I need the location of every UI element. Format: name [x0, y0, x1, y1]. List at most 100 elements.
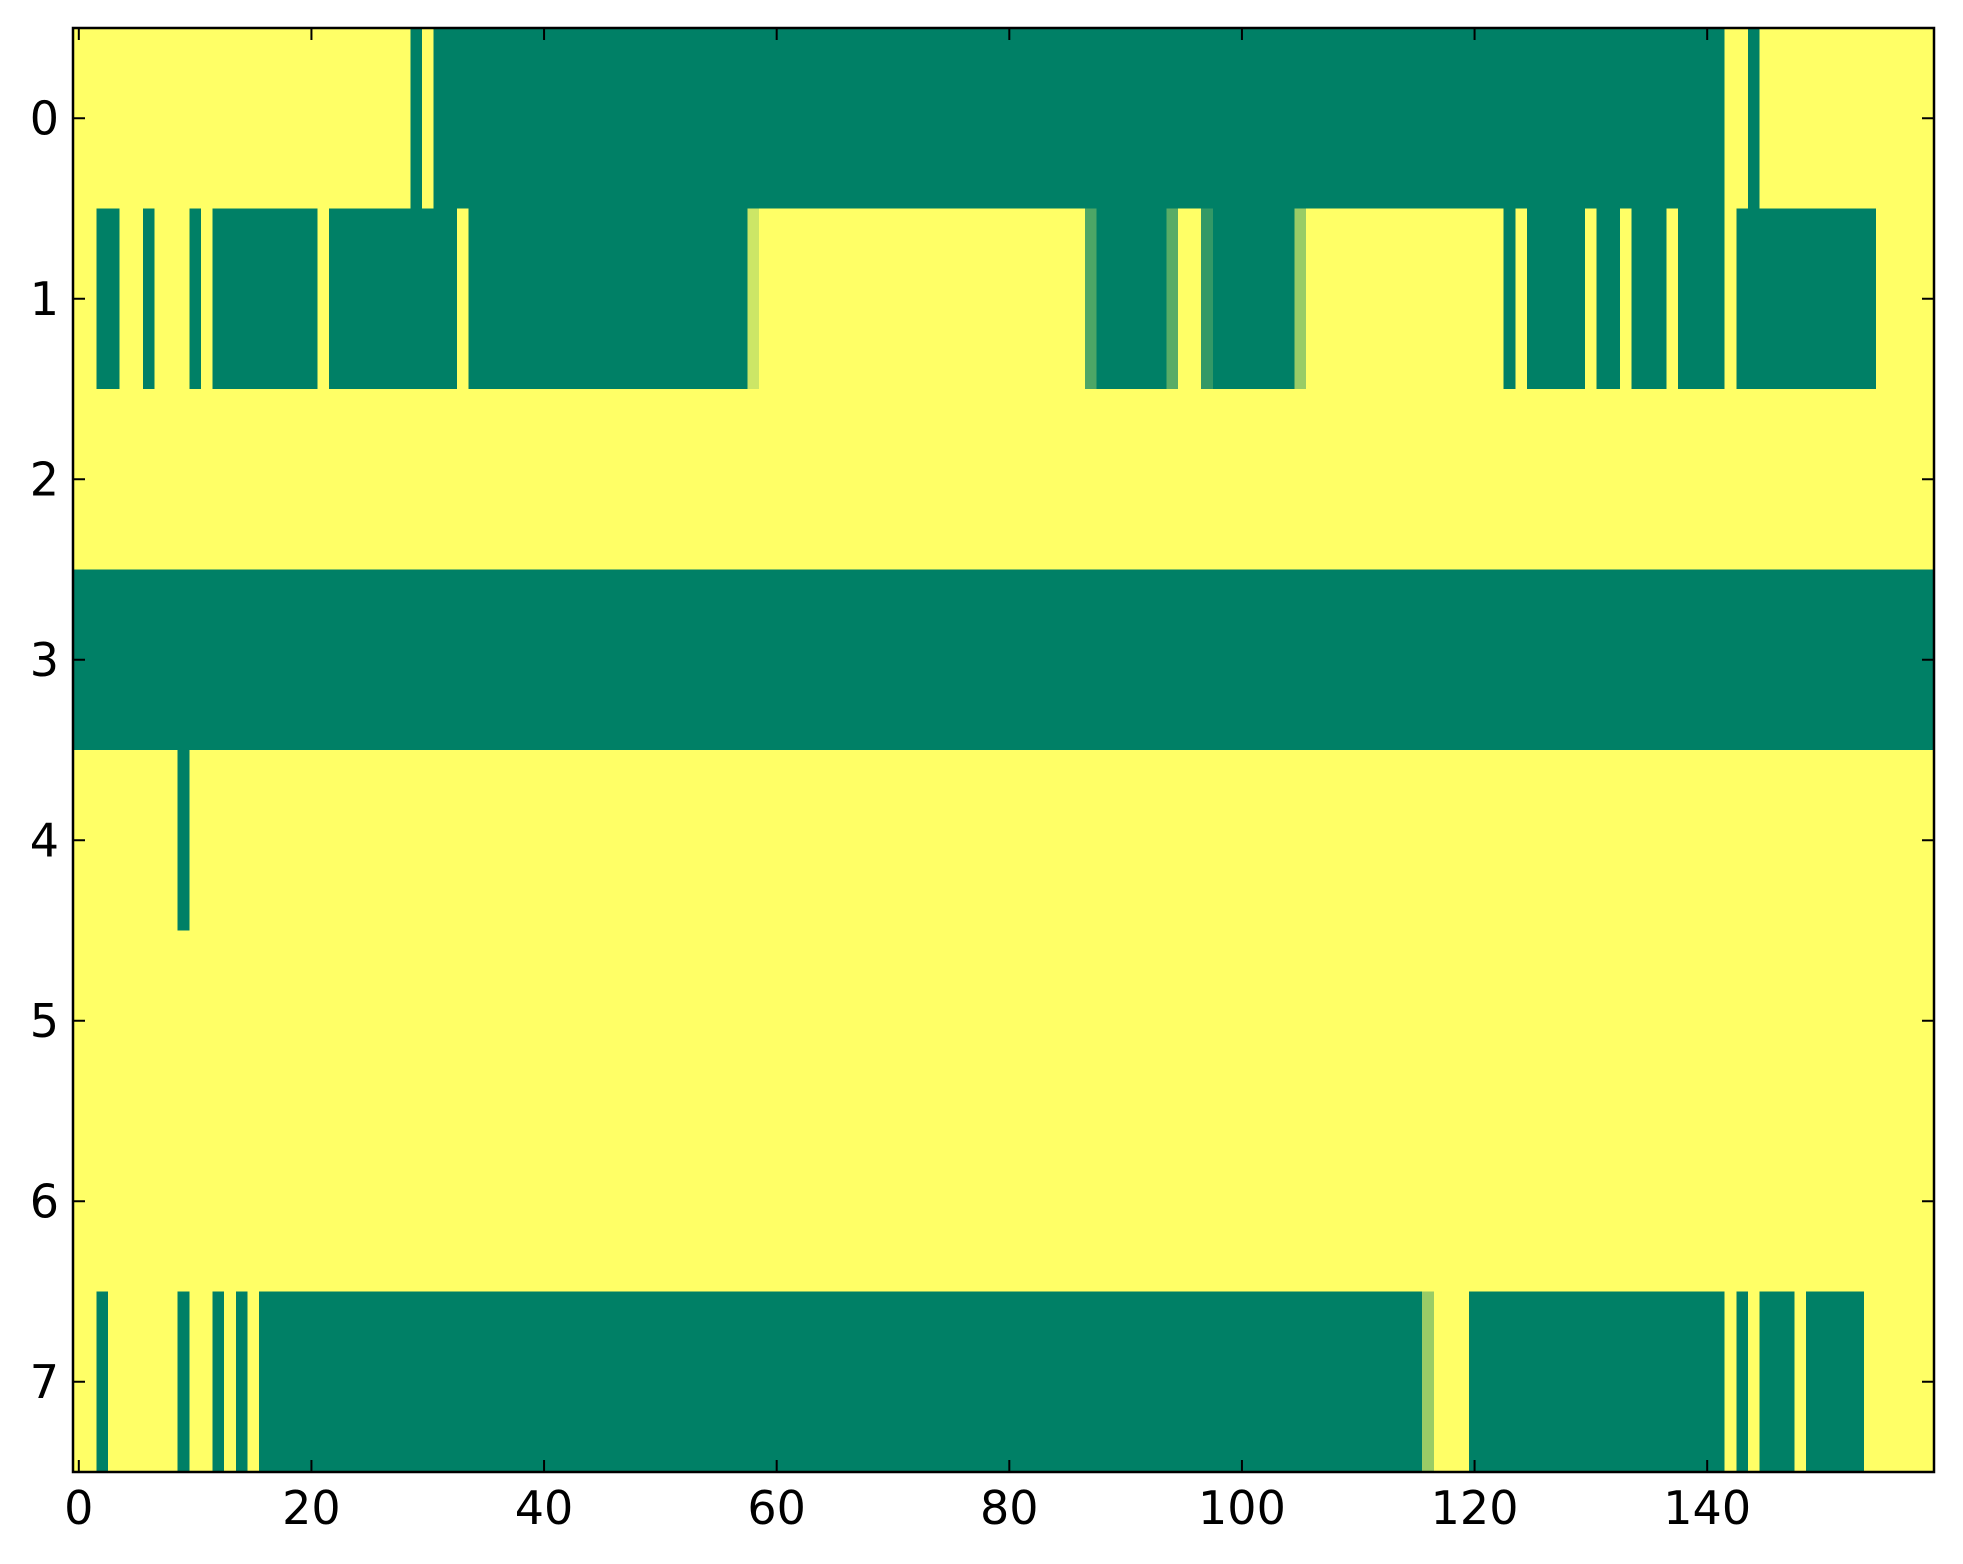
heatmap-cell: [1631, 750, 1644, 932]
heatmap-cell: [1806, 28, 1819, 210]
heatmap-cell: [200, 389, 214, 571]
heatmap-cell: [1259, 28, 1272, 210]
heatmap-cell: [1398, 208, 1412, 390]
heatmap-cell: [596, 28, 609, 210]
heatmap-cell: [1026, 930, 1039, 1112]
heatmap-cell: [1678, 389, 1691, 571]
heatmap-cell: [491, 1111, 504, 1293]
heatmap-cell: [1794, 1291, 1807, 1473]
heatmap-cell: [235, 1111, 249, 1293]
heatmap-cell: [561, 28, 574, 210]
heatmap-cell: [177, 208, 190, 390]
heatmap-cell: [1050, 1111, 1063, 1293]
heatmap-cell: [1271, 750, 1284, 932]
heatmap-cell: [293, 28, 307, 210]
y-tick-label: 3: [30, 633, 59, 687]
heatmap-cell: [1747, 930, 1761, 1112]
heatmap-cell: [224, 208, 237, 390]
heatmap-cell: [166, 930, 179, 1112]
heatmap-cell: [503, 1291, 516, 1473]
heatmap-cell: [166, 1291, 179, 1473]
heatmap-cell: [480, 569, 493, 751]
heatmap-cell: [1259, 1291, 1272, 1473]
heatmap-cell: [433, 569, 446, 751]
heatmap-cell: [666, 1291, 679, 1473]
heatmap-cell: [1317, 930, 1330, 1112]
heatmap-cell: [421, 930, 435, 1112]
heatmap-cell: [1236, 208, 1249, 390]
heatmap-cell: [1061, 569, 1074, 751]
heatmap-cell: [1003, 569, 1016, 751]
heatmap-cell: [1759, 389, 1772, 571]
heatmap-cell: [1026, 389, 1039, 571]
heatmap-cell: [1596, 930, 1609, 1112]
heatmap-cell: [456, 1111, 470, 1293]
heatmap-cell: [1573, 1111, 1586, 1293]
heatmap-cell: [1073, 930, 1086, 1112]
heatmap-cell: [1654, 389, 1668, 571]
heatmap-cell: [1119, 1111, 1133, 1293]
heatmap-cell: [1643, 208, 1656, 390]
heatmap-cell: [1201, 1291, 1214, 1473]
heatmap-cell: [933, 750, 946, 932]
heatmap-cell: [1573, 930, 1586, 1112]
heatmap-cell: [1503, 28, 1516, 210]
heatmap-cell: [770, 208, 784, 390]
heatmap-cell: [1782, 569, 1796, 751]
heatmap-cell: [1271, 1111, 1284, 1293]
heatmap-cell: [1398, 1291, 1412, 1473]
heatmap-cell: [1538, 1291, 1551, 1473]
heatmap-cell: [270, 569, 283, 751]
x-tick-label: 20: [282, 1481, 341, 1535]
heatmap-cell: [1061, 750, 1074, 932]
heatmap-cell: [410, 1291, 423, 1473]
heatmap-cell: [352, 930, 365, 1112]
heatmap-cell: [1654, 28, 1668, 210]
heatmap-cell: [177, 1111, 190, 1293]
heatmap-cell: [561, 208, 574, 390]
heatmap-cell: [1457, 1111, 1470, 1293]
heatmap-cell: [1724, 389, 1737, 571]
heatmap-cell: [1701, 28, 1714, 210]
heatmap-cell: [1829, 389, 1842, 571]
heatmap-cell: [863, 1111, 877, 1293]
heatmap-cell: [1073, 208, 1086, 390]
heatmap-cell: [1678, 28, 1691, 210]
heatmap-cell: [1398, 1111, 1412, 1293]
heatmap-cell: [759, 1291, 772, 1473]
heatmap-cell: [1003, 1291, 1016, 1473]
heatmap-cell: [1468, 1291, 1481, 1473]
heatmap-cell: [107, 208, 121, 390]
heatmap-cell: [759, 930, 772, 1112]
heatmap-cell: [701, 1291, 714, 1473]
heatmap-cell: [1840, 569, 1854, 751]
heatmap-cell: [956, 930, 970, 1112]
heatmap-cell: [1654, 208, 1668, 390]
heatmap-cell: [293, 930, 307, 1112]
heatmap-cell: [945, 930, 958, 1112]
heatmap-cell: [608, 569, 621, 751]
heatmap-cell: [1445, 208, 1458, 390]
heatmap-cell: [573, 28, 586, 210]
heatmap-cell: [84, 1111, 97, 1293]
heatmap-cell: [107, 930, 121, 1112]
heatmap-cell: [491, 208, 504, 390]
heatmap-cell: [840, 389, 853, 571]
heatmap-cell: [189, 208, 202, 390]
heatmap-cell: [247, 389, 260, 571]
heatmap-cell: [480, 930, 493, 1112]
heatmap-cell: [654, 1291, 667, 1473]
heatmap-cell: [538, 1111, 551, 1293]
heatmap-cell: [1340, 569, 1354, 751]
heatmap-cell: [340, 569, 353, 751]
heatmap-cell: [259, 1291, 272, 1473]
heatmap-cell: [1340, 930, 1354, 1112]
heatmap-cell: [1736, 28, 1749, 210]
heatmap-cell: [375, 1111, 388, 1293]
heatmap-cell: [840, 28, 853, 210]
heatmap-cell: [805, 1111, 818, 1293]
heatmap-cell: [1794, 930, 1807, 1112]
heatmap-cell: [1817, 28, 1830, 210]
heatmap-cell: [1747, 208, 1761, 390]
heatmap-cell: [1457, 930, 1470, 1112]
